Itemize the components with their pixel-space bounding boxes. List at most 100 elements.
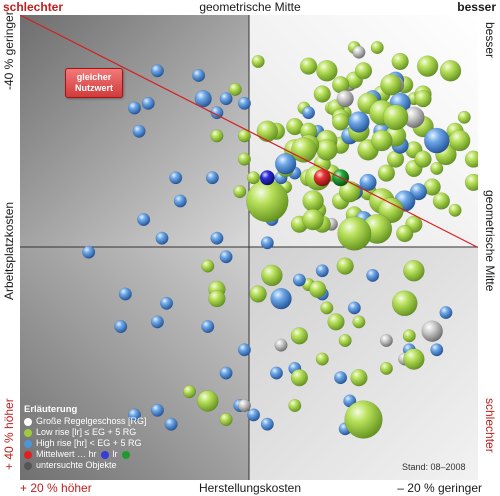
data-point bbox=[331, 113, 350, 131]
data-point bbox=[352, 315, 366, 329]
legend-swatch-dark-blue bbox=[100, 450, 109, 459]
data-point bbox=[448, 129, 471, 152]
data-point bbox=[246, 179, 289, 223]
legend-item-label: Low rise [lr] ≤ EG + 5 RG bbox=[36, 427, 137, 437]
data-point bbox=[210, 231, 224, 245]
data-point bbox=[201, 259, 215, 273]
data-point bbox=[359, 173, 377, 192]
data-point bbox=[396, 224, 414, 243]
data-point bbox=[201, 320, 215, 334]
data-point bbox=[260, 417, 274, 431]
data-point bbox=[309, 280, 327, 299]
x-axis-right-label: – 20 % geringer bbox=[397, 481, 482, 495]
chart-legend: Erläuterung Große Regelgeschoss [RG] Low… bbox=[24, 404, 147, 471]
legend-item: High rise [hr] < EG + 5 RG bbox=[24, 438, 147, 449]
data-point bbox=[464, 150, 478, 168]
data-point bbox=[247, 408, 261, 422]
data-point bbox=[334, 371, 348, 385]
data-point bbox=[403, 260, 425, 282]
data-point bbox=[403, 348, 425, 370]
data-point bbox=[391, 52, 409, 71]
data-point bbox=[344, 400, 383, 439]
data-point bbox=[132, 124, 146, 138]
data-point bbox=[350, 369, 368, 387]
data-point bbox=[219, 413, 233, 427]
data-point bbox=[315, 352, 329, 366]
data-point bbox=[338, 333, 352, 348]
data-point bbox=[127, 408, 142, 422]
right-axis-middle-label: geometrische Mitte bbox=[483, 190, 497, 292]
data-point bbox=[377, 164, 396, 182]
data-point bbox=[352, 45, 366, 59]
data-point bbox=[192, 68, 206, 83]
equal-utility-line bbox=[20, 15, 478, 249]
data-point bbox=[409, 183, 428, 201]
stand-date: Stand: 08–2008 bbox=[402, 462, 466, 472]
data-point bbox=[260, 236, 274, 250]
data-point bbox=[299, 57, 318, 75]
data-point bbox=[194, 90, 212, 108]
legend-item-label: Große Regelgeschoss [RG] bbox=[36, 416, 147, 426]
data-point bbox=[339, 180, 361, 203]
data-point bbox=[348, 111, 370, 133]
data-point bbox=[150, 403, 164, 417]
data-point bbox=[256, 120, 279, 142]
label-top-center: geometrische Mitte bbox=[199, 0, 301, 14]
data-point bbox=[421, 320, 443, 342]
data-point bbox=[118, 287, 132, 301]
data-point bbox=[137, 213, 151, 227]
data-point bbox=[155, 231, 169, 245]
data-point bbox=[288, 399, 302, 413]
legend-swatch-green bbox=[24, 428, 32, 437]
data-point bbox=[301, 106, 316, 120]
data-point bbox=[237, 399, 251, 413]
equal-utility-label-line1: gleicher bbox=[76, 72, 112, 82]
data-point bbox=[432, 192, 451, 210]
data-point bbox=[141, 96, 155, 110]
legend-item: Low rise [lr] ≤ EG + 5 RG bbox=[24, 427, 147, 438]
data-point bbox=[423, 127, 450, 154]
data-point bbox=[274, 338, 288, 352]
data-point bbox=[448, 203, 462, 217]
chart-plot-area bbox=[20, 15, 478, 480]
data-point bbox=[237, 343, 251, 357]
data-point bbox=[261, 264, 283, 287]
data-point bbox=[274, 153, 297, 175]
data-point bbox=[302, 190, 324, 212]
data-point bbox=[464, 173, 478, 192]
data-point bbox=[270, 287, 292, 310]
data-point bbox=[327, 313, 345, 331]
data-point bbox=[205, 171, 219, 185]
data-point bbox=[366, 268, 380, 282]
legend-mittel-lr-label: lr bbox=[112, 449, 118, 459]
label-top-right: besser bbox=[457, 0, 496, 14]
data-point bbox=[316, 139, 338, 161]
data-point bbox=[370, 41, 384, 55]
equal-utility-label-line2: Nutzwert bbox=[75, 83, 113, 93]
data-point bbox=[391, 290, 418, 317]
data-point bbox=[249, 285, 267, 303]
data-point bbox=[219, 366, 233, 380]
data-point bbox=[302, 208, 324, 231]
legend-swatch-white bbox=[24, 417, 32, 426]
data-point bbox=[269, 366, 284, 380]
data-point bbox=[114, 320, 128, 334]
label-top-left: schlechter bbox=[3, 0, 64, 14]
data-point bbox=[382, 104, 409, 131]
data-point bbox=[313, 169, 331, 187]
data-point bbox=[402, 329, 416, 343]
data-point bbox=[247, 171, 261, 185]
data-point bbox=[208, 290, 226, 308]
data-point bbox=[150, 64, 164, 78]
data-point bbox=[182, 385, 197, 399]
y-axis-bottom-label: + 40 % höher bbox=[2, 398, 16, 470]
legend-item: Große Regelgeschoss [RG] bbox=[24, 416, 147, 427]
data-point bbox=[290, 369, 309, 387]
legend-item-label: Mittelwert … hr bbox=[36, 449, 97, 459]
data-point bbox=[251, 54, 265, 69]
data-point bbox=[127, 101, 142, 115]
data-point bbox=[430, 343, 444, 357]
legend-swatch-red bbox=[24, 450, 32, 459]
data-point bbox=[430, 161, 444, 175]
legend-swatch-blue bbox=[24, 439, 32, 448]
